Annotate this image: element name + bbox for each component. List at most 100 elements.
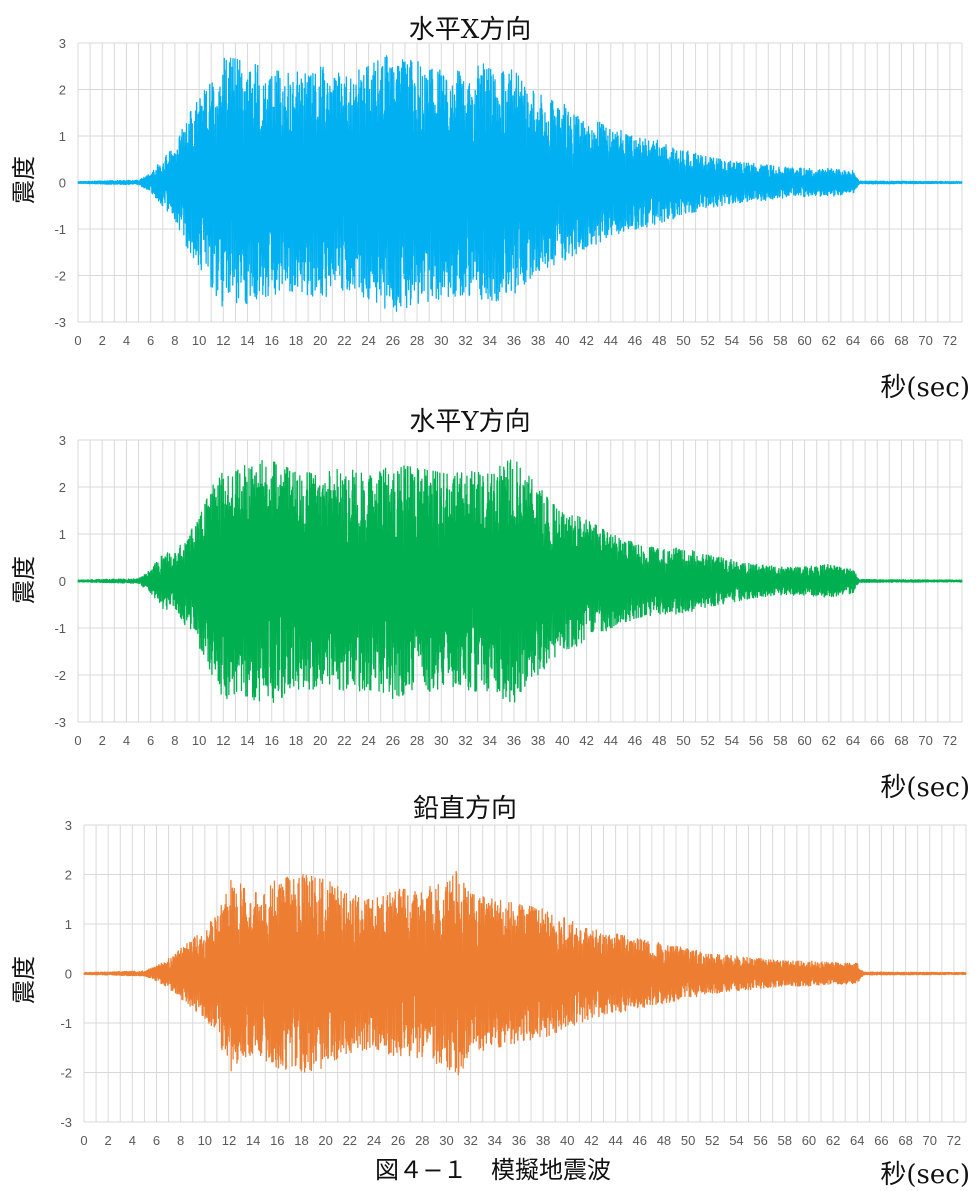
x-tick-label: 12	[216, 733, 230, 748]
x-tick-label: 44	[604, 733, 618, 748]
x-tick-label: 72	[947, 1133, 961, 1148]
x-tick-label: 38	[531, 333, 545, 348]
x-tick-label: 58	[778, 1133, 792, 1148]
x-tick-label: 22	[337, 733, 351, 748]
y-tick-label: 0	[59, 574, 66, 589]
x-tick-label: 12	[216, 333, 230, 348]
x-tick-label: 48	[652, 333, 666, 348]
x-tick-label: 10	[192, 333, 206, 348]
x-tick-label: 28	[410, 333, 424, 348]
x-tick-label: 54	[729, 1133, 743, 1148]
y-axis-label: 震度	[10, 956, 38, 1004]
x-tick-label: 56	[749, 333, 763, 348]
x-tick-label: 54	[725, 733, 739, 748]
y-tick-label: -1	[60, 1016, 72, 1031]
x-tick-label: 20	[318, 1133, 332, 1148]
x-tick-label: 26	[386, 733, 400, 748]
y-tick-label: -3	[54, 315, 66, 330]
x-tick-label: 62	[826, 1133, 840, 1148]
x-tick-label: 10	[198, 1133, 212, 1148]
figure-caption: 図４−１ 模擬地震波	[375, 1156, 611, 1184]
x-tick-label: 66	[870, 333, 884, 348]
x-tick-label: 64	[846, 733, 860, 748]
x-tick-label: 42	[584, 1133, 598, 1148]
x-tick-label: 16	[265, 733, 279, 748]
y-tick-label: 1	[59, 527, 66, 542]
x-axis-unit-label: 秒(sec)	[880, 373, 970, 403]
x-tick-label: 66	[874, 1133, 888, 1148]
x-tick-label: 36	[507, 733, 521, 748]
y-tick-label: 2	[59, 83, 66, 98]
x-tick-label: 14	[240, 733, 254, 748]
y-tick-label: -2	[54, 668, 66, 683]
x-tick-label: 70	[918, 733, 932, 748]
x-tick-label: 44	[604, 333, 618, 348]
x-tick-label: 62	[822, 733, 836, 748]
x-tick-label: 34	[488, 1133, 502, 1148]
x-tick-label: 34	[482, 733, 496, 748]
x-tick-label: 16	[270, 1133, 284, 1148]
x-tick-label: 52	[705, 1133, 719, 1148]
x-tick-label: 8	[171, 733, 178, 748]
x-tick-label: 2	[99, 333, 106, 348]
x-tick-label: 2	[99, 733, 106, 748]
x-tick-label: 48	[652, 733, 666, 748]
x-tick-label: 32	[458, 333, 472, 348]
chart-title: 鉛直方向	[413, 794, 517, 824]
y-tick-label: -3	[60, 1115, 72, 1130]
x-tick-label: 30	[434, 733, 448, 748]
x-tick-label: 6	[147, 333, 154, 348]
x-tick-label: 14	[240, 333, 254, 348]
x-tick-label: 10	[192, 733, 206, 748]
x-tick-label: 32	[458, 733, 472, 748]
y-axis-label: 震度	[10, 156, 38, 204]
x-tick-label: 40	[560, 1133, 574, 1148]
x-tick-label: 28	[415, 1133, 429, 1148]
x-tick-label: 32	[463, 1133, 477, 1148]
x-tick-label: 34	[482, 333, 496, 348]
x-tick-label: 60	[797, 733, 811, 748]
x-tick-label: 18	[289, 333, 303, 348]
y-tick-label: 2	[59, 480, 66, 495]
x-tick-label: 8	[171, 333, 178, 348]
x-tick-label: 52	[700, 733, 714, 748]
x-tick-label: 48	[657, 1133, 671, 1148]
x-tick-label: 0	[80, 1133, 87, 1148]
y-tick-label: -1	[54, 621, 66, 636]
x-tick-label: 68	[894, 333, 908, 348]
x-tick-label: 50	[676, 333, 690, 348]
x-tick-label: 46	[633, 1133, 647, 1148]
x-axis-unit-label: 秒(sec)	[880, 773, 970, 803]
x-tick-label: 68	[894, 733, 908, 748]
x-tick-label: 30	[434, 333, 448, 348]
x-tick-label: 26	[386, 333, 400, 348]
x-tick-label: 6	[147, 733, 154, 748]
y-tick-label: 1	[65, 917, 72, 932]
x-tick-label: 8	[177, 1133, 184, 1148]
x-tick-label: 0	[74, 733, 81, 748]
x-tick-label: 56	[749, 733, 763, 748]
y-axis-label: 震度	[10, 556, 38, 604]
x-tick-label: 52	[700, 333, 714, 348]
x-tick-label: 50	[681, 1133, 695, 1148]
x-tick-label: 66	[870, 733, 884, 748]
y-tick-label: -1	[54, 222, 66, 237]
x-tick-label: 22	[337, 333, 351, 348]
y-tick-label: -2	[54, 269, 66, 284]
x-tick-label: 36	[507, 333, 521, 348]
x-tick-label: 70	[918, 333, 932, 348]
y-tick-label: 3	[59, 433, 66, 448]
x-tick-label: 40	[555, 733, 569, 748]
x-tick-label: 0	[74, 333, 81, 348]
x-tick-label: 20	[313, 333, 327, 348]
x-tick-label: 24	[367, 1133, 381, 1148]
x-tick-label: 24	[361, 733, 375, 748]
x-tick-label: 4	[129, 1133, 136, 1148]
y-tick-label: 0	[59, 176, 66, 191]
x-tick-label: 64	[850, 1133, 864, 1148]
y-tick-label: 3	[65, 818, 72, 833]
x-tick-label: 46	[628, 333, 642, 348]
